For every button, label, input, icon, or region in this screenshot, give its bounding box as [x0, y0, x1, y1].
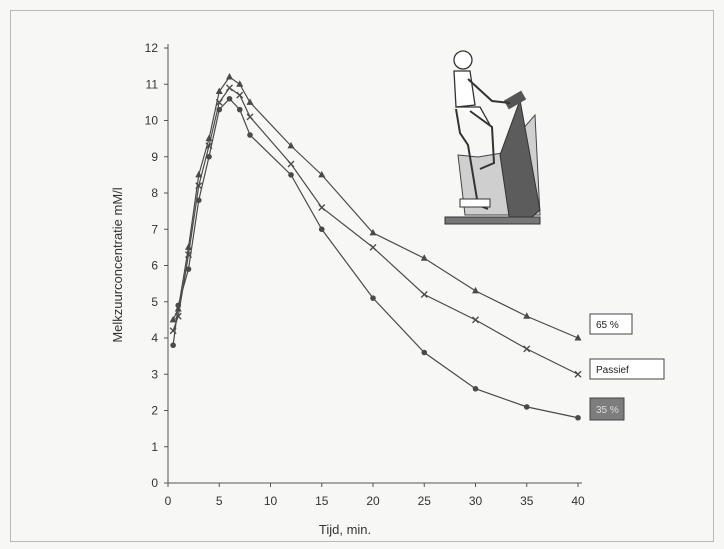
data-point — [185, 243, 192, 250]
x-tick-label: 10 — [264, 494, 278, 508]
y-tick-label: 9 — [151, 150, 158, 164]
y-tick-label: 6 — [151, 259, 158, 273]
data-point — [226, 84, 233, 92]
series-line — [172, 76, 579, 339]
data-point — [288, 172, 294, 178]
x-tick-label: 25 — [418, 494, 432, 508]
series-label-text: 35 % — [596, 405, 619, 416]
series-lines — [172, 76, 579, 419]
series-label-text: 65 % — [596, 320, 619, 331]
data-point — [246, 98, 254, 105]
series-labels: 65 % Passief 35 % — [589, 313, 665, 421]
y-tick-label: 4 — [151, 331, 158, 345]
y-tick-label: 3 — [151, 367, 158, 381]
data-point — [174, 312, 182, 320]
x-tick-label: 5 — [216, 494, 223, 508]
data-point — [472, 385, 479, 392]
data-point — [247, 132, 253, 138]
data-point — [574, 370, 582, 378]
y-tick-label: 1 — [151, 440, 158, 454]
data-point — [215, 87, 223, 94]
data-point — [420, 254, 428, 261]
x-tick-label: 40 — [571, 494, 585, 508]
data-point — [174, 305, 182, 312]
data-point — [472, 316, 479, 324]
data-point — [205, 134, 213, 142]
axes — [167, 44, 582, 484]
data-point — [195, 197, 202, 204]
y-tick-label: 7 — [151, 222, 158, 236]
series-markers — [169, 73, 582, 421]
x-tick-label: 35 — [520, 494, 534, 508]
data-point — [318, 170, 326, 178]
series-label-box: Passief — [589, 358, 665, 380]
x-tick-label: 0 — [165, 494, 172, 508]
y-tick-label: 2 — [151, 404, 158, 418]
data-point — [318, 226, 325, 233]
data-point — [318, 204, 326, 211]
data-point — [236, 106, 243, 113]
data-point — [246, 113, 254, 121]
x-tick-label: 20 — [366, 494, 380, 508]
data-point — [185, 251, 192, 259]
series-label-box: 65 % — [589, 313, 633, 335]
series-line — [172, 97, 579, 419]
data-point — [175, 302, 182, 309]
data-point — [236, 80, 244, 87]
series-label-box: 35 % — [589, 397, 625, 421]
data-point — [472, 286, 479, 294]
figure-border — [10, 10, 714, 542]
x-tick-label: 15 — [315, 494, 329, 508]
data-point — [169, 327, 177, 335]
series-label-text: Passief — [596, 365, 629, 376]
x-tick-label: 30 — [469, 494, 483, 508]
data-point — [523, 312, 531, 319]
data-point — [170, 342, 176, 349]
y-tick-label: 10 — [145, 114, 159, 128]
y-tick-label: 12 — [145, 41, 159, 55]
data-point — [369, 243, 377, 251]
x-ticks: 0 5 10 15 20 25 30 35 40 — [165, 483, 585, 508]
data-point — [369, 228, 377, 236]
data-point — [195, 182, 203, 190]
data-point — [370, 295, 376, 301]
data-point — [287, 141, 295, 149]
data-point — [185, 266, 192, 272]
data-point — [169, 315, 177, 323]
data-point — [420, 291, 428, 298]
data-point — [226, 95, 233, 102]
y-tick-label: 0 — [151, 476, 158, 490]
y-tick-label: 5 — [151, 295, 158, 309]
y-tick-label: 11 — [146, 77, 159, 91]
x-axis-label: Tijd, min. — [319, 522, 371, 537]
series-line — [172, 87, 579, 375]
data-point — [215, 98, 223, 106]
data-point — [575, 414, 581, 421]
data-point — [216, 106, 223, 113]
y-tick-label: 8 — [151, 186, 158, 200]
data-point — [287, 160, 295, 168]
exercise-bike-rider-icon — [444, 50, 541, 225]
data-point — [195, 170, 203, 178]
data-point — [421, 349, 428, 356]
data-point — [574, 334, 582, 341]
data-point — [226, 73, 233, 80]
data-point — [523, 404, 530, 410]
data-point — [523, 345, 531, 353]
data-point — [236, 91, 244, 99]
data-point — [205, 142, 213, 150]
y-axis-label: Melkzuurconcentratie mM/l — [110, 187, 125, 342]
data-point — [206, 153, 212, 160]
